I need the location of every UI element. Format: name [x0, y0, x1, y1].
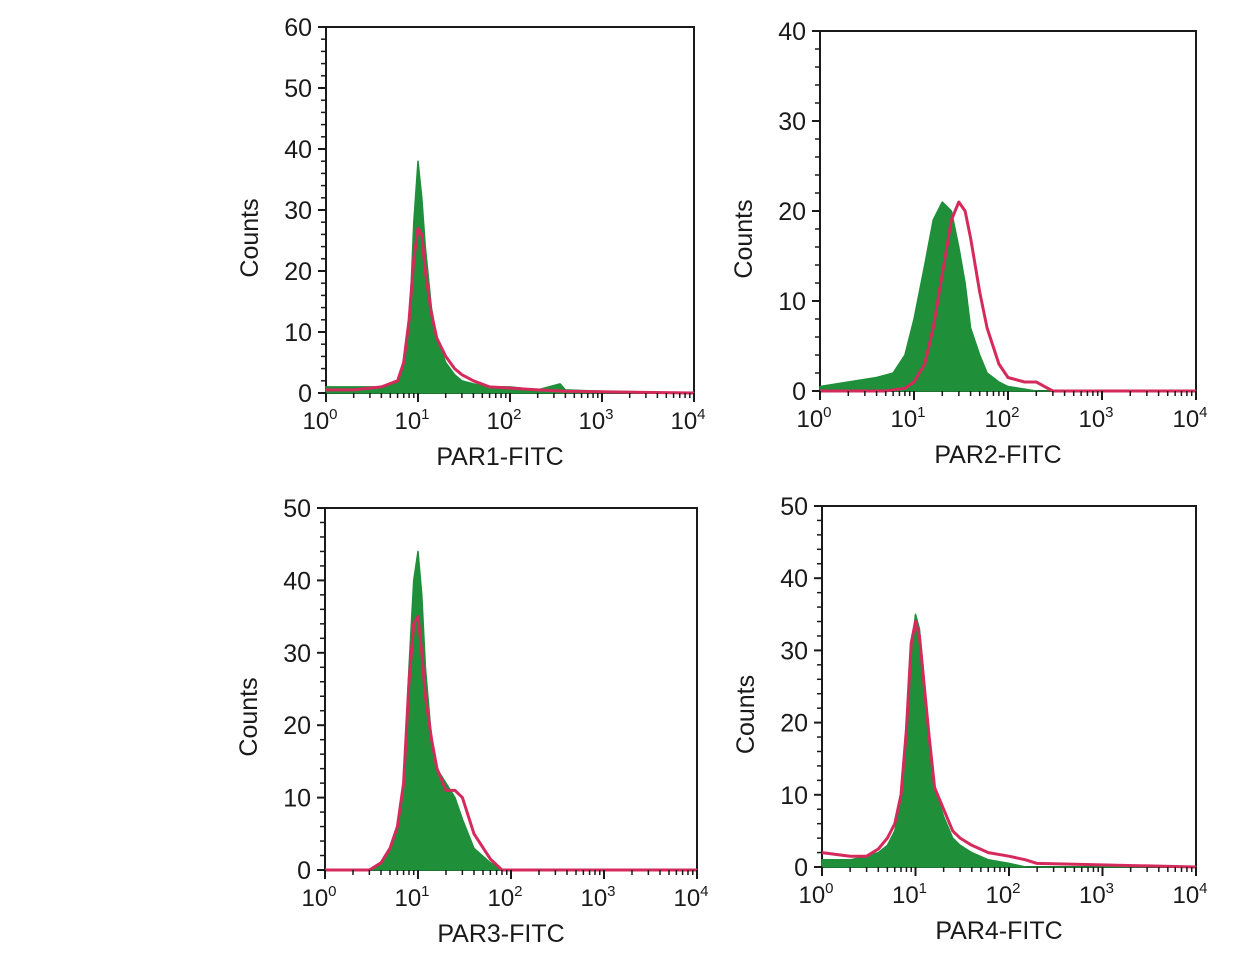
chart-panel-1: 0 10 20 30 40 50 60 100 101 102 103 104 PAR1-FITC Cou… — [236, 14, 706, 471]
x-tick-label: 102 — [486, 406, 521, 435]
x-tick-label: 102 — [487, 883, 522, 912]
x-tick-label: 101 — [394, 883, 429, 912]
y-tick-label: 10 — [284, 319, 312, 347]
x-tick-label: 100 — [301, 883, 336, 912]
y-tick-label: 50 — [284, 75, 312, 103]
x-tick-label: 102 — [984, 404, 1019, 433]
series-filled-histogram — [325, 160, 695, 394]
x-tick-label: 104 — [1172, 404, 1207, 433]
chart-panel-4: 0 10 20 30 40 50 100 101 102 103 104 PAR4-FITC Count… — [732, 493, 1208, 945]
y-tick-label: 10 — [778, 288, 806, 316]
x-tick-label: 101 — [890, 404, 925, 433]
y-tick-label: 50 — [283, 495, 311, 523]
x-tick-label: 103 — [580, 883, 615, 912]
y-tick-label: 30 — [778, 108, 806, 136]
y-tick-label: 40 — [283, 567, 311, 595]
y-tick-label: 20 — [283, 712, 311, 740]
y-axis-title: Counts — [732, 675, 760, 754]
y-tick-label: 0 — [794, 854, 808, 882]
chart-panel-3: 0 10 20 30 40 50 100 101 102 103 104 PAR3-FITC Count… — [235, 495, 709, 948]
y-tick-label: 0 — [298, 380, 312, 408]
x-tick-label: 104 — [1172, 880, 1207, 909]
x-tick-label: 102 — [985, 880, 1020, 909]
x-tick-label: 100 — [302, 406, 337, 435]
x-tick-label: 100 — [796, 404, 831, 433]
y-tick-label: 40 — [284, 136, 312, 164]
y-tick-label: 20 — [778, 198, 806, 226]
x-tick-label: 103 — [1078, 404, 1113, 433]
y-tick-label: 40 — [780, 565, 808, 593]
x-tick-label: 101 — [892, 880, 927, 909]
plot-frame — [821, 505, 1197, 868]
y-axis-title: Counts — [235, 677, 263, 756]
y-axis-title: Counts — [236, 198, 264, 277]
y-tick-label: 30 — [780, 637, 808, 665]
x-tick-label: 100 — [798, 880, 833, 909]
x-axis-title: PAR3-FITC — [437, 920, 564, 948]
x-tick-label: 104 — [673, 883, 708, 912]
chart-panel-2: 0 10 20 30 40 100 101 102 103 104 PAR2-FITC Counts — [730, 18, 1208, 469]
y-axis-title: Counts — [730, 199, 758, 278]
series-line-histogram — [326, 226, 695, 395]
series-line-histogram — [820, 200, 1196, 393]
y-tick-label: 0 — [792, 378, 806, 406]
series-line-histogram — [821, 620, 1197, 869]
x-axis-title: PAR1-FITC — [436, 443, 563, 471]
y-tick-label: 20 — [780, 710, 808, 738]
series-line-histogram — [325, 615, 697, 872]
plot-frame — [819, 30, 1197, 392]
x-tick-label: 101 — [394, 406, 429, 435]
y-tick-label: 30 — [284, 197, 312, 225]
series-filled-histogram — [821, 613, 1197, 868]
y-tick-label: 60 — [284, 14, 312, 42]
y-tick-label: 40 — [778, 18, 806, 46]
x-axis-title: PAR4-FITC — [935, 917, 1062, 945]
series-filled-histogram — [819, 201, 1197, 392]
y-tick-label: 20 — [284, 258, 312, 286]
y-tick-label: 50 — [780, 493, 808, 521]
x-tick-label: 103 — [1079, 880, 1114, 909]
y-tick-label: 10 — [283, 785, 311, 813]
x-tick-label: 104 — [670, 406, 705, 435]
series-filled-histogram — [324, 550, 698, 871]
x-tick-label: 103 — [578, 406, 613, 435]
y-tick-label: 30 — [283, 640, 311, 668]
y-tick-label: 10 — [780, 782, 808, 810]
plot-frame — [325, 26, 695, 394]
plot-frame — [324, 507, 698, 871]
y-tick-label: 0 — [297, 857, 311, 885]
x-axis-title: PAR2-FITC — [934, 441, 1061, 469]
